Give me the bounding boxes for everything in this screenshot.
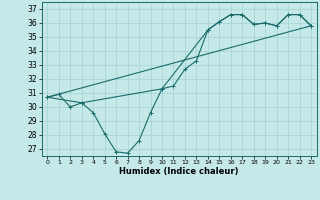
- X-axis label: Humidex (Indice chaleur): Humidex (Indice chaleur): [119, 167, 239, 176]
